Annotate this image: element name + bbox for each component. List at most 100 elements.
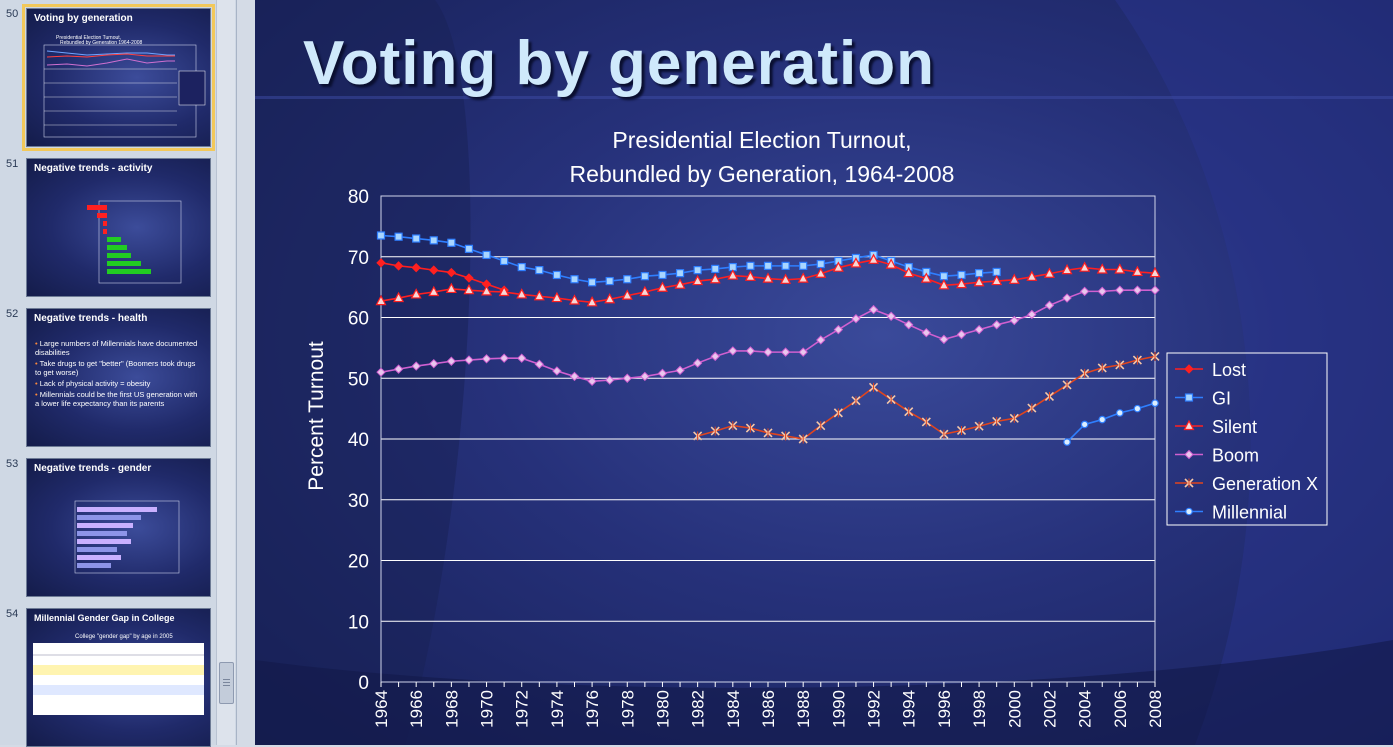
data-point-boom — [675, 365, 685, 376]
slide-thumbnail[interactable]: Presidential Election Turnout, Rebundled… — [22, 4, 215, 151]
data-point-gi — [799, 261, 808, 270]
data-point-generation-x — [1027, 403, 1037, 413]
data-point-boom — [1115, 285, 1125, 295]
data-point-boom — [868, 304, 879, 315]
thumbnail-preview-image — [33, 643, 204, 715]
y-tick-label: 0 — [358, 673, 369, 694]
data-point-boom — [1097, 286, 1107, 297]
data-point-gi — [816, 259, 825, 269]
y-tick-label: 70 — [348, 248, 369, 269]
data-point-millennial — [1116, 409, 1124, 417]
data-point-boom — [798, 347, 808, 357]
data-point-silent — [481, 285, 493, 296]
x-tick-label: 1972 — [513, 690, 532, 728]
data-point-silent — [428, 285, 440, 297]
data-point-generation-x — [816, 421, 826, 431]
thumbnail-title: Voting by generation — [34, 13, 133, 24]
data-point-gi — [500, 256, 509, 266]
data-point-generation-x — [886, 394, 896, 405]
x-tick-label: 2004 — [1076, 690, 1095, 728]
data-point-generation-x — [1044, 391, 1055, 402]
x-tick-label: 1968 — [442, 690, 461, 728]
slide-thumbnail-pane: 50 Presidential Election Turnout, Rebund… — [0, 0, 237, 747]
data-point-boom — [1132, 285, 1143, 295]
data-point-silent — [832, 261, 844, 272]
legend-label-lost: Lost — [1212, 360, 1246, 380]
slide-background — [255, 0, 1393, 745]
data-point-gi — [957, 270, 966, 280]
data-point-boom — [833, 324, 844, 335]
legend-label-silent: Silent — [1212, 417, 1257, 437]
data-point-lost — [393, 261, 404, 271]
thumbnail-preview-image — [74, 500, 180, 574]
data-point-generation-x — [745, 423, 755, 433]
chart-title-line-1: Presidential Election Turnout, — [612, 127, 911, 153]
data-point-boom — [376, 367, 386, 377]
scrollbar-thumb[interactable] — [219, 662, 234, 704]
data-point-silent — [762, 272, 774, 283]
data-point-boom — [1009, 315, 1019, 326]
series-line-millennial — [1066, 402, 1156, 443]
data-point-generation-x — [992, 416, 1002, 426]
slide-thumbnail[interactable]: Negative trends - health • Large numbers… — [26, 308, 211, 447]
thumbnail-subtitle: College "gender gap" by age in 2005 — [75, 634, 173, 640]
data-point-silent — [692, 274, 704, 286]
data-point-boom — [552, 366, 562, 376]
thumbnail-scrollbar[interactable] — [216, 0, 235, 745]
data-point-boom — [1044, 300, 1055, 311]
data-point-silent — [410, 288, 422, 299]
data-point-boom — [974, 324, 984, 335]
data-point-boom — [956, 329, 967, 340]
data-point-gi — [763, 261, 773, 270]
data-point-gi — [376, 231, 386, 240]
data-point-gi — [412, 234, 421, 243]
data-point-boom — [499, 353, 509, 363]
data-point-silent — [604, 292, 616, 304]
slide-thumbnail[interactable]: Millennial Gender Gap in College College… — [26, 608, 211, 747]
slide-thumbnail[interactable]: Negative trends - activity — [26, 158, 211, 297]
slide-thumbnail[interactable]: Negative trends - gender — [26, 458, 211, 597]
x-tick-label: 1978 — [618, 690, 637, 728]
data-point-gi — [658, 270, 667, 280]
legend-label-boom: Boom — [1212, 446, 1259, 466]
data-point-generation-x — [904, 407, 914, 417]
data-point-boom — [851, 314, 861, 324]
x-tick-label: 1964 — [372, 690, 391, 728]
data-point-gi — [587, 278, 597, 287]
slide-number: 51 — [6, 158, 19, 170]
data-point-boom — [534, 359, 545, 369]
data-point-generation-x — [833, 408, 843, 418]
slide-title: Voting by generation — [303, 29, 935, 98]
data-point-silent — [674, 278, 686, 289]
x-tick-label: 1970 — [478, 690, 497, 728]
data-point-silent — [956, 277, 967, 289]
data-point-silent — [551, 291, 563, 303]
data-point-generation-x — [781, 431, 791, 441]
legend-label-millennial: Millennial — [1212, 503, 1287, 523]
chart-legend: Lost GI Silent Boom Generation X Millennial — [1166, 352, 1328, 526]
legend-marker-gi — [1184, 393, 1194, 402]
data-point-generation-x — [1132, 355, 1142, 365]
data-point-boom — [1062, 293, 1072, 303]
thumbnail-title: Millennial Gender Gap in College — [34, 613, 175, 623]
svg-text:Presidential Election Turnout,: Presidential Election Turnout, — [56, 35, 121, 41]
data-point-generation-x — [1150, 351, 1160, 361]
data-point-gi — [552, 270, 562, 280]
data-point-silent — [903, 266, 915, 278]
data-point-silent — [1131, 265, 1143, 277]
slide-number: 53 — [6, 458, 19, 470]
data-point-gi — [517, 262, 526, 272]
y-tick-label: 80 — [348, 187, 369, 208]
legend-label-generation-x: Generation X — [1212, 474, 1318, 494]
data-point-generation-x — [956, 425, 967, 436]
data-point-silent — [885, 258, 897, 269]
data-point-silent — [463, 283, 475, 295]
data-point-gi — [605, 276, 614, 286]
data-point-lost — [376, 258, 386, 268]
data-point-silent — [973, 275, 985, 287]
x-tick-label: 1974 — [548, 690, 567, 728]
data-point-silent — [586, 296, 598, 307]
data-point-gi — [711, 264, 720, 273]
x-tick-label: 2006 — [1111, 690, 1130, 728]
series-line-boom — [380, 289, 1155, 383]
